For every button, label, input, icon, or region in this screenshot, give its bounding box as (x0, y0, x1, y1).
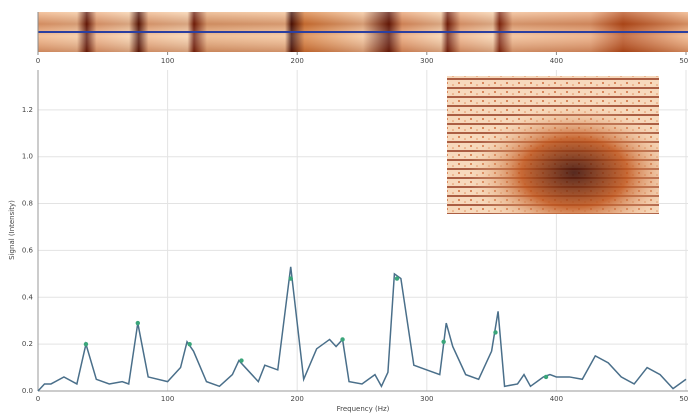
strip-tick-label: 300 (420, 57, 433, 65)
peak-marker (239, 358, 244, 363)
strip-tick-label: 100 (161, 57, 174, 65)
peak-marker (187, 341, 192, 347)
y-axis-label: Signal (Intensity) (8, 200, 16, 260)
y-tick-label: 0.0 (22, 387, 33, 395)
x-tick-label: 500 (679, 395, 688, 403)
peak-marker (441, 339, 446, 344)
y-tick-label: 0.8 (22, 200, 33, 208)
peak-marker (340, 337, 345, 342)
peak-marker (543, 374, 549, 380)
y-tick-label: 0.4 (22, 293, 34, 301)
x-tick-label: 400 (550, 395, 563, 403)
signal-line (37, 266, 687, 392)
y-tick-label: 0.2 (22, 340, 33, 348)
y-tick-label: 0.6 (22, 246, 34, 254)
peak-marker (288, 276, 293, 281)
x-axis-label: Frequency (Hz) (337, 405, 390, 413)
strip-tick-label: 400 (550, 57, 563, 65)
peak-marker (135, 320, 140, 326)
x-tick-label: 200 (291, 395, 304, 403)
strip-tick-label: 0 (36, 57, 40, 65)
peak-marker (394, 276, 400, 281)
x-tick-label: 0 (36, 395, 40, 403)
y-tick-label: 1.0 (22, 153, 33, 161)
strip-tick-label: 500 (679, 57, 688, 65)
y-tick-label: 1.2 (22, 106, 33, 114)
x-tick-label: 100 (161, 395, 174, 403)
peak-marker (83, 341, 89, 347)
strip-tick-label: 200 (291, 57, 304, 65)
peak-marker (493, 330, 498, 335)
x-tick-label: 300 (420, 395, 433, 403)
inset-image (447, 76, 659, 214)
